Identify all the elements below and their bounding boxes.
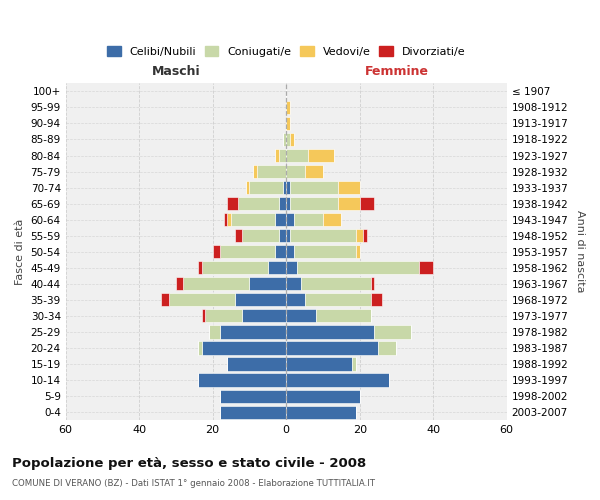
Bar [198,342,202,354]
Bar [286,229,290,242]
Bar [202,310,205,322]
Y-axis label: Fasce di età: Fasce di età [15,218,25,285]
Bar [268,261,286,274]
Bar [202,342,286,354]
Bar [352,358,356,370]
Bar [286,374,389,386]
Legend: Celibi/Nubili, Coniugati/e, Vedovi/e, Divorziati/e: Celibi/Nubili, Coniugati/e, Vedovi/e, Di… [103,42,469,62]
Bar [169,294,235,306]
Bar [286,406,356,418]
Text: Maschi: Maschi [152,64,200,78]
Bar [198,374,286,386]
Bar [356,245,360,258]
Bar [253,165,257,178]
Bar [286,149,308,162]
Bar [238,197,279,210]
Bar [275,149,279,162]
Bar [209,326,220,338]
Bar [257,165,286,178]
Bar [293,213,323,226]
Bar [235,229,242,242]
Bar [305,165,323,178]
Bar [275,245,286,258]
Bar [235,294,286,306]
Bar [305,294,371,306]
Bar [308,149,334,162]
Bar [220,406,286,418]
Bar [338,181,360,194]
Bar [250,181,283,194]
Bar [286,358,352,370]
Bar [290,133,293,146]
Bar [286,181,290,194]
Bar [220,326,286,338]
Bar [371,277,374,290]
Bar [290,229,356,242]
Bar [286,133,290,146]
Bar [286,277,301,290]
Bar [286,197,290,210]
Bar [227,213,231,226]
Bar [283,181,286,194]
Text: Popolazione per età, sesso e stato civile - 2008: Popolazione per età, sesso e stato civil… [12,458,366,470]
Bar [198,261,202,274]
Bar [242,229,279,242]
Bar [224,213,227,226]
Bar [293,245,356,258]
Bar [283,133,286,146]
Bar [161,294,169,306]
Bar [364,229,367,242]
Bar [286,245,293,258]
Text: COMUNE DI VERANO (BZ) - Dati ISTAT 1° gennaio 2008 - Elaborazione TUTTITALIA.IT: COMUNE DI VERANO (BZ) - Dati ISTAT 1° ge… [12,479,375,488]
Bar [279,229,286,242]
Bar [220,245,275,258]
Bar [275,213,286,226]
Bar [279,197,286,210]
Bar [378,342,397,354]
Bar [286,342,378,354]
Bar [286,261,297,274]
Bar [250,277,286,290]
Bar [301,277,371,290]
Bar [212,245,220,258]
Y-axis label: Anni di nascita: Anni di nascita [575,210,585,293]
Text: Femmine: Femmine [364,64,428,78]
Bar [371,294,382,306]
Bar [279,149,286,162]
Bar [338,197,360,210]
Bar [286,294,305,306]
Bar [286,326,374,338]
Bar [227,197,238,210]
Bar [286,117,290,130]
Bar [286,101,290,114]
Bar [286,213,293,226]
Bar [183,277,250,290]
Bar [297,261,419,274]
Bar [290,181,338,194]
Bar [356,229,364,242]
Bar [202,261,268,274]
Bar [290,197,338,210]
Bar [242,310,286,322]
Bar [316,310,371,322]
Bar [227,358,286,370]
Bar [286,310,316,322]
Bar [360,197,374,210]
Bar [205,310,242,322]
Bar [374,326,411,338]
Bar [323,213,341,226]
Bar [419,261,433,274]
Bar [246,181,250,194]
Bar [176,277,183,290]
Bar [286,390,360,402]
Bar [231,213,275,226]
Bar [286,165,305,178]
Bar [220,390,286,402]
